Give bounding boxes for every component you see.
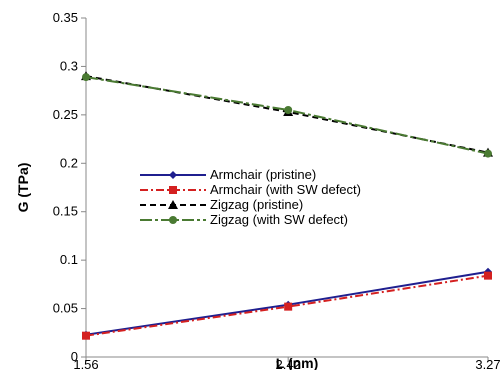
x-tick-label: 3.27 [475, 357, 500, 370]
y-tick-label: 0.35 [53, 10, 78, 25]
legend-item: Zigzag (with SW defect) [140, 212, 348, 227]
y-tick-label: 0.05 [53, 301, 78, 316]
legend-item: Armchair (pristine) [140, 167, 316, 182]
legend-item: Armchair (with SW defect) [140, 182, 361, 197]
tick-labels: 0 0.05 0.1 0.15 0.2 0.25 0.3 0.35 1.56 2.42 3.27 [53, 10, 501, 370]
x-tick-label: 1.56 [73, 357, 98, 370]
legend-label: Armchair (pristine) [210, 167, 316, 182]
y-axis-label: G (TPa) [15, 163, 31, 213]
data-point [82, 331, 90, 340]
legend-label: Zigzag (pristine) [210, 197, 303, 212]
legend-swatch-marker [169, 186, 177, 194]
legend-item: Zigzag (pristine) [140, 197, 303, 212]
legend-label: Zigzag (with SW defect) [210, 212, 348, 227]
data-point [284, 302, 293, 311]
y-tick-label: 0.25 [53, 107, 78, 122]
series-3 [82, 73, 492, 158]
legend-swatch-marker [168, 200, 178, 209]
series-group [81, 71, 493, 340]
legend-label: Armchair (with SW defect) [210, 182, 361, 197]
y-tick-label: 0.1 [60, 252, 78, 267]
legend-swatch-marker [169, 216, 177, 224]
series-1 [82, 271, 492, 340]
x-tick-label: 2.42 [276, 357, 301, 370]
legend: Armchair (pristine)Armchair (with SW def… [140, 167, 361, 227]
x-axis-label: L (nm) [276, 355, 319, 370]
data-point [484, 271, 492, 280]
y-tick-label: 0 [71, 349, 78, 364]
y-tick-label: 0.15 [53, 204, 78, 219]
data-point [284, 106, 293, 115]
legend-swatch-marker [169, 171, 177, 179]
data-point [484, 149, 492, 158]
y-tick-label: 0.2 [60, 155, 78, 170]
data-point [82, 73, 90, 82]
y-tick-label: 0.3 [60, 58, 78, 73]
series-2 [81, 71, 493, 157]
